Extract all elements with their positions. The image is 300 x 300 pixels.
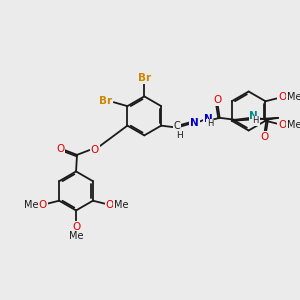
Text: H: H: [207, 119, 213, 128]
Text: O: O: [278, 92, 286, 102]
Text: O: O: [90, 145, 99, 155]
Text: O: O: [72, 222, 80, 232]
Text: O: O: [38, 200, 47, 210]
Text: Me: Me: [286, 120, 300, 130]
Text: Br: Br: [138, 73, 151, 83]
Text: Me: Me: [69, 231, 83, 241]
Text: O: O: [105, 200, 114, 210]
Text: H: H: [176, 130, 183, 140]
Text: H: H: [253, 116, 259, 125]
Text: O: O: [260, 132, 268, 142]
Text: O: O: [56, 144, 64, 154]
Text: O: O: [278, 120, 286, 130]
Text: N: N: [190, 118, 199, 128]
Text: Me: Me: [114, 200, 128, 210]
Text: O: O: [214, 95, 222, 105]
Text: N: N: [249, 111, 258, 121]
Text: N: N: [204, 114, 212, 124]
Text: Me: Me: [286, 92, 300, 102]
Text: Me: Me: [24, 200, 38, 210]
Text: Br: Br: [99, 96, 112, 106]
Text: C: C: [173, 121, 180, 130]
